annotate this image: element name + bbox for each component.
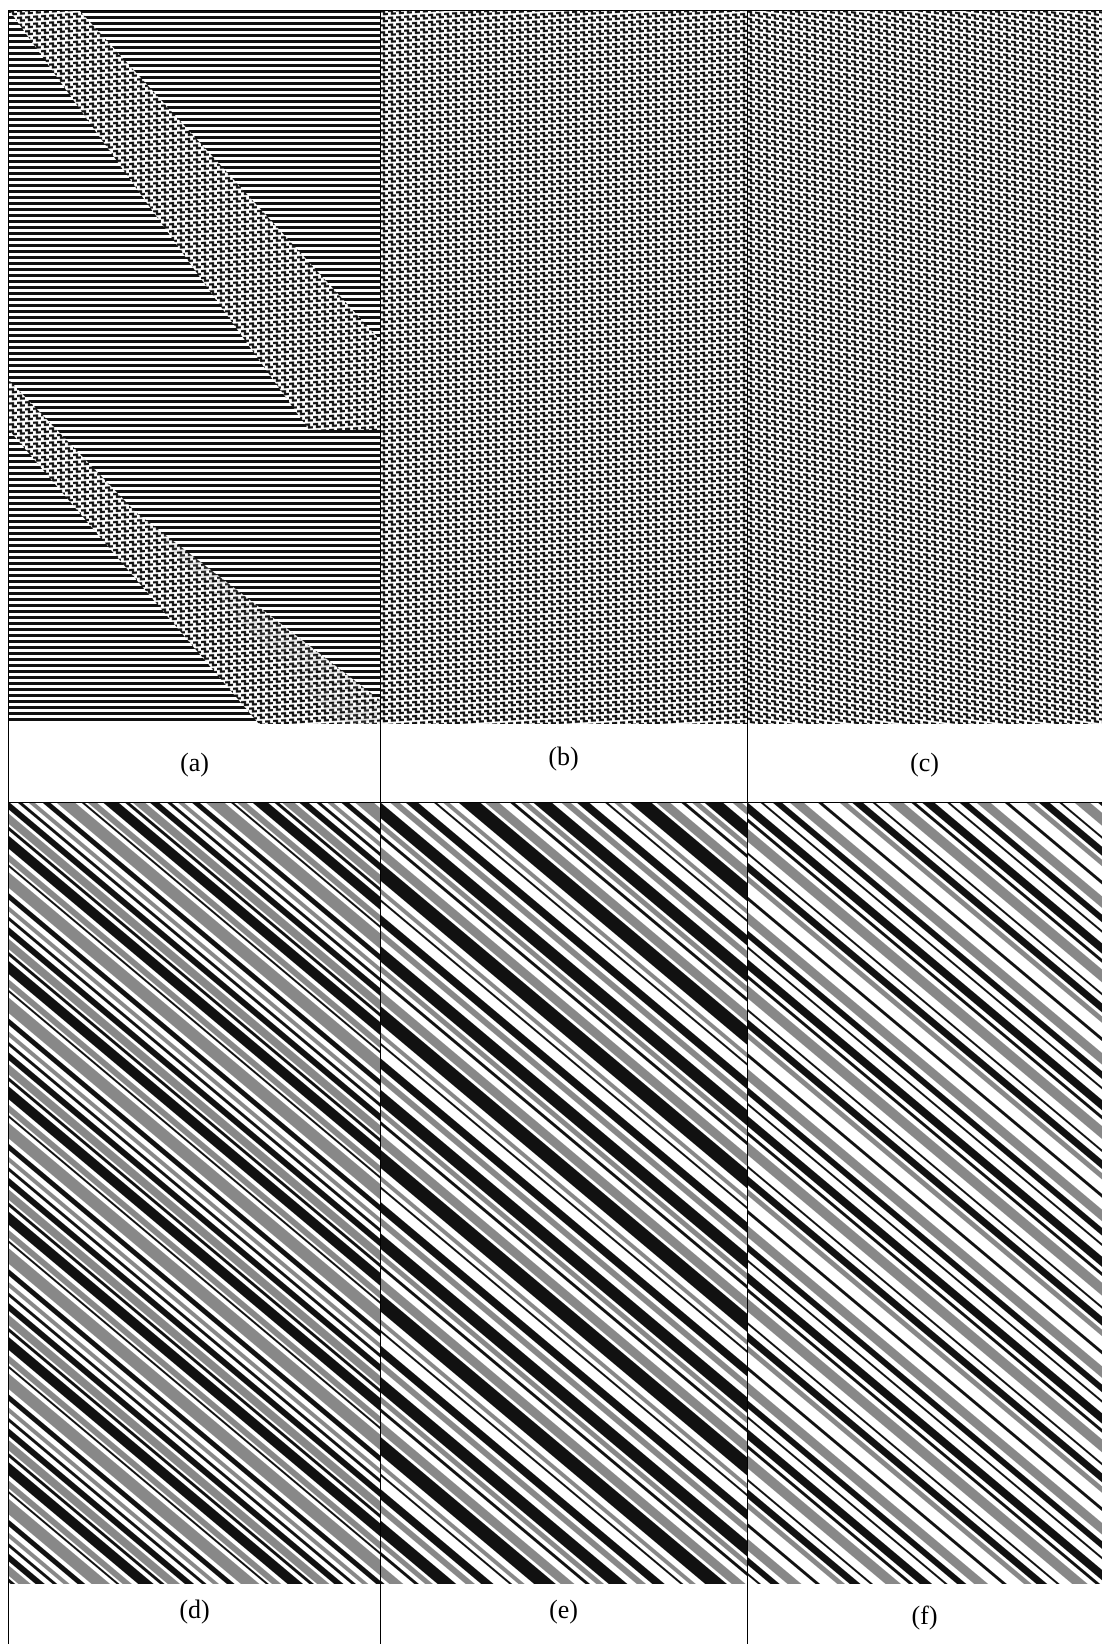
panel-image	[9, 10, 380, 724]
panel-label: (b)	[380, 718, 747, 796]
table-border	[8, 10, 1102, 11]
panel-image	[380, 10, 747, 724]
panel-label: (a)	[9, 724, 380, 802]
table-border	[747, 10, 748, 1644]
table-border	[8, 802, 1102, 803]
panel-label: (e)	[380, 1584, 747, 1636]
table-border	[8, 10, 9, 1644]
panel-label: (d)	[9, 1584, 380, 1636]
panel-image	[380, 802, 747, 1584]
panel-image	[9, 802, 380, 1584]
panel-image	[747, 802, 1102, 1584]
panel-label: (c)	[747, 724, 1102, 802]
panel-label: (f)	[747, 1588, 1102, 1644]
table-border	[380, 10, 381, 1644]
page: {"panels": [{"label": "(a)"}, {"label": …	[0, 0, 1102, 1644]
panel-image	[747, 10, 1102, 724]
